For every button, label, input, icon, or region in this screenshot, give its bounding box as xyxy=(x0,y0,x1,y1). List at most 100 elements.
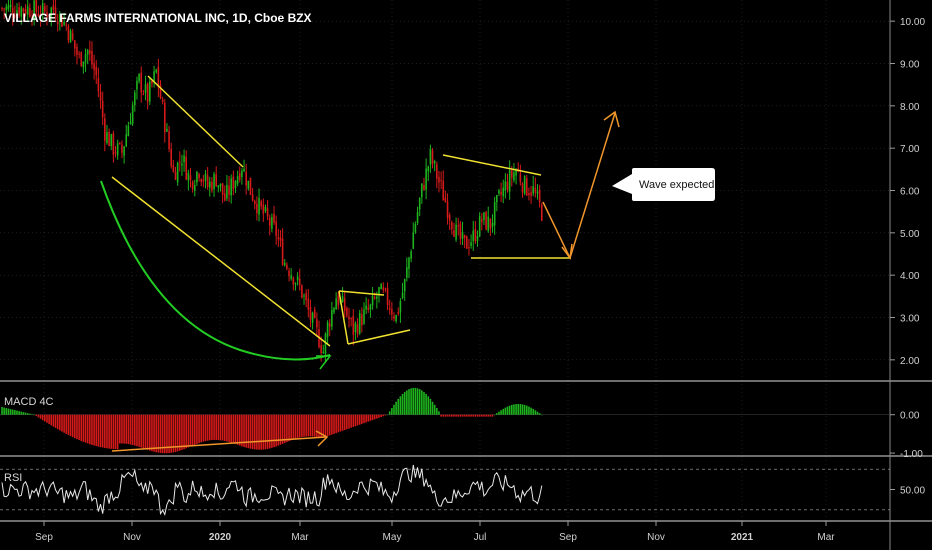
candle-body xyxy=(99,91,102,101)
candle-body xyxy=(193,185,196,191)
macd-histogram-bar xyxy=(399,396,402,415)
macd-histogram-bar xyxy=(121,414,123,444)
candle-body xyxy=(534,187,537,193)
candle-body xyxy=(134,92,136,106)
macd-histogram-bar xyxy=(114,414,117,450)
candle-body xyxy=(525,178,528,196)
macd-histogram-bar xyxy=(361,414,363,424)
macd-histogram-bar xyxy=(504,407,507,415)
macd-histogram-bar xyxy=(157,414,160,453)
macd-histogram-bar xyxy=(277,414,280,446)
rsi-axis: 50.00 xyxy=(890,486,925,497)
macd-histogram-bar xyxy=(451,414,453,417)
candle-body xyxy=(5,6,8,11)
macd-histogram-bar xyxy=(528,406,530,415)
candle-body xyxy=(230,178,232,196)
time-axis[interactable]: Sep Nov 2020 Mar May Jul Sep Nov 2021 Mar xyxy=(35,521,835,543)
candle-body xyxy=(251,194,254,201)
macd-histogram-bar xyxy=(335,414,337,434)
candle-body xyxy=(519,173,522,183)
macd-histogram-bar xyxy=(365,414,367,423)
macd-histogram-bar xyxy=(247,414,250,449)
macd-histogram-bar xyxy=(455,414,457,417)
candle-body xyxy=(256,203,258,214)
macd-histogram-bar xyxy=(264,414,267,450)
candle-body xyxy=(382,287,385,291)
candle-body xyxy=(176,162,179,183)
candle-body xyxy=(155,69,158,73)
candle-body xyxy=(217,185,220,188)
time-tick-label: 2020 xyxy=(209,532,232,543)
macd-histogram-bar xyxy=(320,414,322,438)
macd-histogram-bar xyxy=(283,414,286,443)
candle-body xyxy=(69,30,72,43)
candle-body xyxy=(487,216,490,232)
triangle-upper-line xyxy=(442,154,542,176)
candle-body xyxy=(9,4,12,8)
macd-histogram-bar xyxy=(367,414,370,422)
projection-up-leg xyxy=(569,112,616,259)
rounded-bottom-curve xyxy=(100,180,331,361)
macd-histogram-bar xyxy=(386,414,389,416)
macd-histogram-bar xyxy=(322,414,325,438)
candle-body xyxy=(510,169,513,178)
macd-histogram-bar xyxy=(200,414,203,443)
candle-body xyxy=(403,279,406,292)
time-tick-label: May xyxy=(383,532,402,543)
macd-histogram-bar xyxy=(236,414,239,445)
macd-histogram-bar xyxy=(119,414,121,444)
macd-histogram-bar xyxy=(333,414,335,434)
candle-body xyxy=(502,187,505,197)
candle-body xyxy=(52,5,55,10)
candle-body xyxy=(110,134,113,146)
macd-histogram-bar xyxy=(71,414,74,438)
macd-histogram-bar xyxy=(307,414,310,437)
candle-body xyxy=(290,275,292,279)
candle-body xyxy=(354,323,357,333)
candle-body xyxy=(178,161,181,163)
candle-body xyxy=(219,183,222,187)
candle-body xyxy=(384,288,387,290)
candle-body xyxy=(157,66,160,88)
macd-histogram-bar xyxy=(217,414,220,441)
macd-histogram-bar xyxy=(496,413,498,415)
price-tick-label: 5.00 xyxy=(900,229,920,240)
candle-body xyxy=(320,345,322,354)
candle-body xyxy=(249,177,252,195)
price-axis[interactable]: 10.00 9.00 8.00 7.00 6.00 5.00 4.00 3.00 2.00 xyxy=(890,17,925,367)
candle-body xyxy=(1,8,3,10)
candle-body xyxy=(187,172,190,181)
macd-histogram-bar xyxy=(397,398,400,415)
price-tick-label: 2.00 xyxy=(900,356,920,367)
candle-body xyxy=(391,309,393,315)
macd-histogram-bar xyxy=(324,414,327,437)
macd-histogram-bar xyxy=(52,414,55,427)
candle-body xyxy=(3,8,5,10)
candle-body xyxy=(489,218,492,229)
macd-histogram-bar xyxy=(410,388,412,415)
macd-histogram-bar xyxy=(498,411,500,415)
time-tick-label: Jul xyxy=(474,532,487,543)
macd-histogram-bar xyxy=(24,412,27,415)
macd-histogram-bar xyxy=(140,414,143,448)
candle-body xyxy=(540,204,543,221)
candle-body xyxy=(331,310,333,327)
candle-body xyxy=(292,277,295,285)
candle-body xyxy=(20,7,23,17)
candle-body xyxy=(307,298,310,310)
candle-body xyxy=(266,208,269,217)
macd-histogram-bar xyxy=(106,414,108,449)
macd-histogram-bar xyxy=(472,414,475,417)
candle-body xyxy=(200,179,203,182)
candle-body xyxy=(262,204,265,214)
candle-body xyxy=(78,53,80,55)
macd-histogram-bar xyxy=(178,414,181,451)
candle-body xyxy=(448,214,451,221)
candle-body xyxy=(521,183,524,193)
candle-body xyxy=(303,295,305,297)
candle-body xyxy=(159,84,162,99)
macd-histogram-bar xyxy=(202,414,205,442)
candle-body xyxy=(356,324,359,334)
macd-histogram-bar xyxy=(95,414,98,447)
candle-body xyxy=(136,80,138,90)
